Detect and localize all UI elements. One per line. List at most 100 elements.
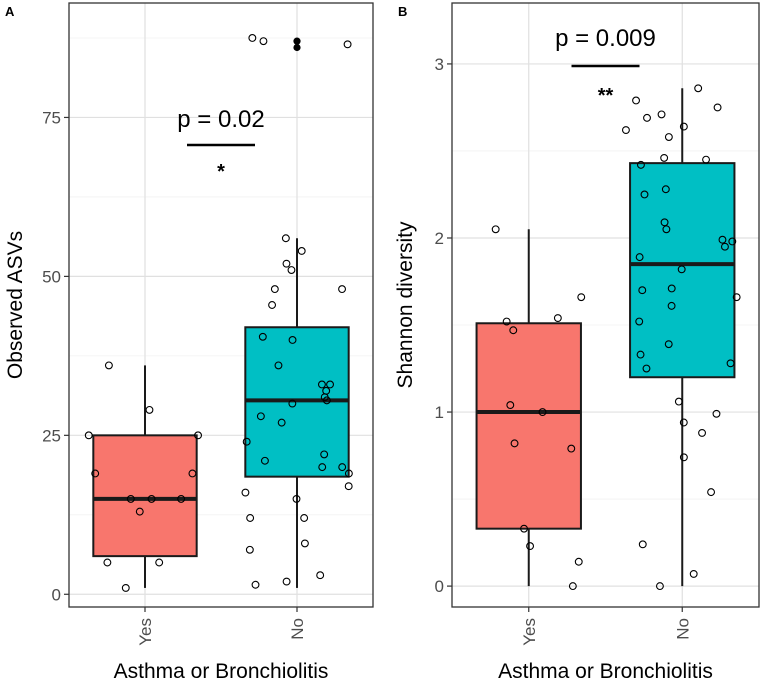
data-point: [660, 153, 669, 162]
data-point: [326, 380, 334, 389]
x-axis-title: Asthma or Bronchiolitis: [114, 660, 329, 683]
panel-B: 0 1 2 3 Yes No Shannon diversity Asthma or Bron…: [394, 2, 760, 683]
data-point: [322, 396, 331, 405]
data-point: [677, 265, 686, 274]
points-yes: [491, 225, 586, 591]
y-tick-label: 75: [42, 108, 61, 127]
data-point: [664, 340, 673, 349]
data-point: [679, 453, 688, 462]
data-point: [288, 336, 297, 344]
data-point: [260, 456, 269, 465]
x-tick-label: Yes: [136, 618, 155, 646]
data-point: [510, 439, 519, 448]
data-point: [720, 242, 729, 251]
panel-letter: A: [5, 4, 15, 19]
y-tick-label: 0: [52, 585, 61, 604]
data-point: [338, 285, 346, 294]
data-point: [642, 364, 651, 373]
data-point: [268, 301, 277, 309]
data-point: [657, 110, 666, 119]
data-point: [245, 545, 254, 554]
box-yes: [475, 229, 582, 587]
data-point: [574, 557, 583, 566]
data-point: [662, 225, 671, 234]
panel-border: [451, 2, 760, 608]
x-tick-label: No: [673, 618, 692, 640]
data-point: [638, 540, 647, 549]
data-point: [713, 103, 722, 112]
data-point: [679, 418, 688, 427]
data-point: [188, 469, 197, 478]
data-point: [667, 301, 676, 310]
data-point: [667, 284, 676, 293]
data-point: [621, 126, 630, 135]
data-point: [259, 37, 268, 46]
data-point: [258, 332, 267, 341]
data-point: [491, 225, 500, 234]
data-point: [300, 539, 309, 548]
data-point: [344, 469, 353, 478]
data-point: [177, 494, 186, 503]
y-tick-label: 25: [42, 426, 61, 445]
data-point: [702, 155, 710, 164]
panel-letter: B: [398, 4, 407, 19]
data-point: [277, 418, 286, 427]
data-point: [643, 113, 651, 122]
data-point: [147, 494, 156, 503]
x-tick-label: Yes: [520, 618, 539, 646]
data-point: [502, 317, 511, 326]
data-point: [126, 494, 135, 503]
data-point: [664, 133, 673, 141]
data-point: [320, 450, 329, 459]
data-point: [506, 401, 515, 410]
data-point: [632, 96, 640, 105]
data-point: [121, 583, 130, 592]
data-point: [707, 488, 716, 497]
data-point: [251, 580, 260, 589]
p-value-label: p = 0.009: [555, 25, 656, 52]
significance-stars: *: [217, 161, 225, 183]
data-point: [635, 253, 644, 262]
data-point: [635, 317, 644, 326]
data-point: [282, 577, 291, 586]
data-point: [679, 122, 688, 131]
data-point: [300, 514, 309, 522]
significance-stars: **: [598, 85, 614, 107]
data-point: [655, 582, 664, 591]
data-point: [568, 582, 577, 591]
data-point: [84, 431, 93, 440]
y-tick-label: 3: [435, 55, 444, 74]
panel-border: [68, 2, 374, 608]
data-point: [509, 326, 518, 335]
data-point: [674, 397, 683, 406]
points-yes: [84, 361, 202, 592]
data-point: [145, 405, 154, 414]
data-point: [91, 469, 100, 478]
data-point: [274, 361, 283, 370]
data-point: [726, 359, 735, 368]
p-value-label: p = 0.02: [177, 106, 264, 133]
data-point: [241, 488, 250, 497]
data-point: [246, 514, 255, 522]
data-point: [194, 431, 202, 440]
data-point: [728, 237, 737, 246]
y-tick-label: 50: [42, 267, 61, 286]
box-body: [475, 322, 582, 530]
y-tick-label: 1: [435, 403, 444, 422]
panel-A: 0 25 50 75 Yes No Observed ASVs Asthma or Bronc…: [4, 2, 374, 683]
data-point: [288, 399, 297, 408]
data-point: [338, 463, 347, 472]
points-no: [621, 84, 741, 591]
y-axis-title: Shannon diversity: [394, 221, 417, 388]
data-point: [526, 542, 535, 551]
outlier-point: [293, 37, 301, 45]
y-tick-label: 2: [435, 229, 444, 248]
data-point: [316, 571, 325, 580]
data-point: [553, 314, 562, 323]
data-point: [270, 285, 279, 294]
data-point: [297, 247, 306, 255]
data-point: [718, 235, 727, 244]
box-no: [629, 88, 736, 587]
data-point: [282, 259, 291, 268]
box-body: [629, 162, 736, 379]
